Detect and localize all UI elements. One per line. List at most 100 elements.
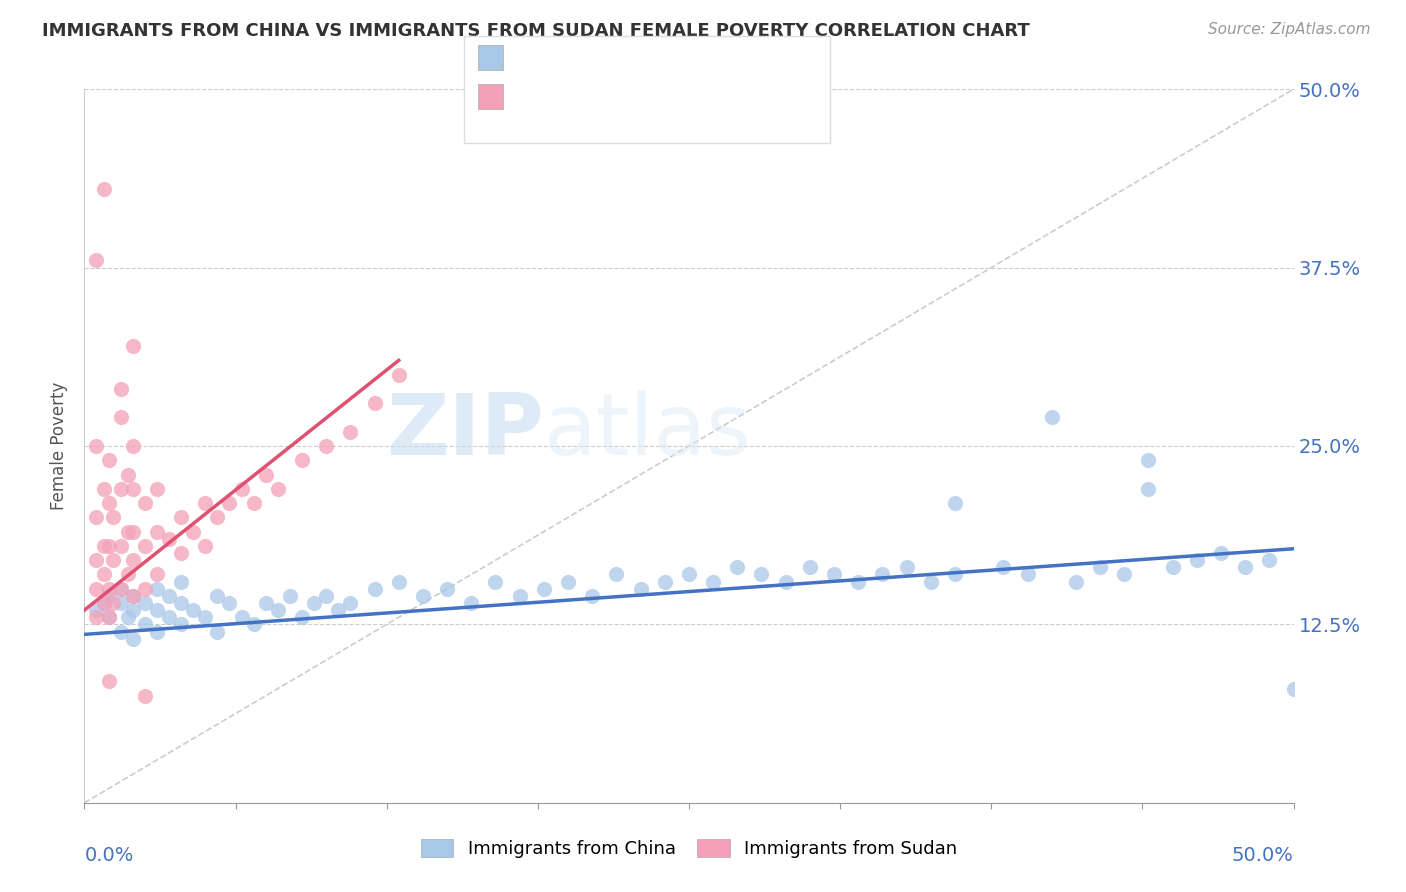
Point xyxy=(170,510,193,524)
Point xyxy=(1185,553,1208,567)
Point xyxy=(93,567,115,582)
Point xyxy=(97,539,120,553)
Point xyxy=(134,596,156,610)
Point xyxy=(103,553,125,567)
Point xyxy=(97,610,120,624)
Point xyxy=(533,582,555,596)
Point xyxy=(170,596,193,610)
Point xyxy=(86,553,108,567)
Point xyxy=(121,603,143,617)
Point xyxy=(207,589,229,603)
Point xyxy=(484,574,506,589)
Text: 0.0%: 0.0% xyxy=(84,846,134,864)
Text: ZIP: ZIP xyxy=(387,390,544,474)
Point xyxy=(1137,453,1160,467)
Text: R =: R = xyxy=(512,84,550,102)
Legend: Immigrants from China, Immigrants from Sudan: Immigrants from China, Immigrants from S… xyxy=(420,838,957,858)
Point xyxy=(93,596,115,610)
Point xyxy=(267,603,290,617)
Point xyxy=(97,496,120,510)
Point xyxy=(315,439,337,453)
Point xyxy=(328,603,350,617)
Point xyxy=(110,582,132,596)
Point xyxy=(436,582,458,596)
Point xyxy=(86,610,108,624)
Point xyxy=(557,574,579,589)
Point xyxy=(121,339,143,353)
Point xyxy=(97,453,120,467)
Point xyxy=(725,560,748,574)
Point xyxy=(146,524,169,539)
Point xyxy=(194,610,217,624)
Point xyxy=(181,524,204,539)
Text: R =: R = xyxy=(512,45,550,63)
Point xyxy=(1282,681,1305,696)
Point xyxy=(97,589,120,603)
Point xyxy=(93,596,115,610)
Point xyxy=(121,589,143,603)
Text: atlas: atlas xyxy=(544,390,752,474)
Point xyxy=(388,574,411,589)
Point xyxy=(388,368,411,382)
Text: 0.210: 0.210 xyxy=(551,45,606,63)
Point xyxy=(1137,482,1160,496)
Point xyxy=(207,624,229,639)
Point xyxy=(291,453,314,467)
Point xyxy=(110,596,132,610)
Point xyxy=(207,510,229,524)
Point xyxy=(751,567,773,582)
Point xyxy=(254,467,277,482)
Point xyxy=(110,410,132,425)
Point xyxy=(799,560,821,574)
Point xyxy=(110,582,132,596)
Point xyxy=(267,482,290,496)
Point xyxy=(1040,410,1063,425)
Point xyxy=(86,603,108,617)
Point xyxy=(134,617,156,632)
Point xyxy=(943,496,966,510)
Point xyxy=(110,539,132,553)
Point xyxy=(110,382,132,396)
Point xyxy=(872,567,894,582)
Point xyxy=(134,582,156,596)
Point xyxy=(110,482,132,496)
Point xyxy=(460,596,482,610)
Point xyxy=(110,624,132,639)
Point xyxy=(339,596,361,610)
Point xyxy=(363,582,385,596)
Point xyxy=(93,539,115,553)
Point xyxy=(1064,574,1087,589)
Point xyxy=(121,553,143,567)
Text: Source: ZipAtlas.com: Source: ZipAtlas.com xyxy=(1208,22,1371,37)
Point xyxy=(97,674,120,689)
Point xyxy=(117,567,139,582)
Point xyxy=(146,624,169,639)
Point xyxy=(254,596,277,610)
Text: 76: 76 xyxy=(651,45,675,63)
Point xyxy=(97,582,120,596)
Point xyxy=(146,582,169,596)
Point xyxy=(1017,567,1039,582)
Point xyxy=(302,596,325,610)
Point xyxy=(117,524,139,539)
Point xyxy=(1209,546,1232,560)
Point xyxy=(823,567,845,582)
Point xyxy=(412,589,434,603)
Point xyxy=(86,510,108,524)
Point xyxy=(93,482,115,496)
Point xyxy=(86,582,108,596)
Text: 0.311: 0.311 xyxy=(551,84,606,102)
Point xyxy=(157,589,180,603)
Point xyxy=(1234,560,1257,574)
Text: IMMIGRANTS FROM CHINA VS IMMIGRANTS FROM SUDAN FEMALE POVERTY CORRELATION CHART: IMMIGRANTS FROM CHINA VS IMMIGRANTS FROM… xyxy=(42,22,1031,40)
Point xyxy=(157,610,180,624)
Point xyxy=(103,596,125,610)
Point xyxy=(846,574,869,589)
Point xyxy=(775,574,797,589)
Point xyxy=(181,603,204,617)
Point xyxy=(630,582,652,596)
Point xyxy=(121,482,143,496)
Point xyxy=(121,632,143,646)
Point xyxy=(363,396,385,410)
Text: 58: 58 xyxy=(651,84,675,102)
